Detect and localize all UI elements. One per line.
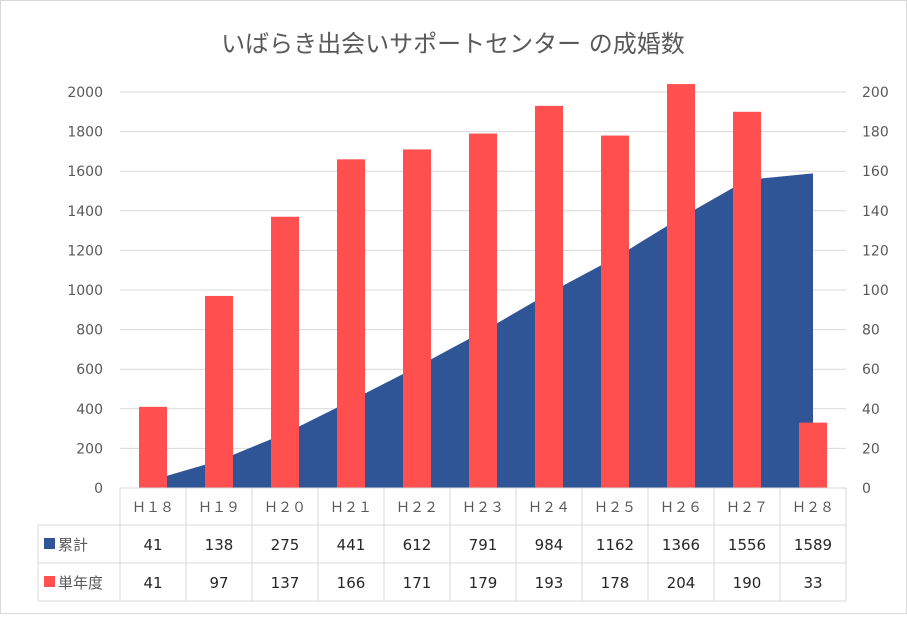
category-label: Ｈ２６ xyxy=(660,500,702,516)
right-axis-tick-label: 200 xyxy=(862,85,889,101)
table-cell: 1556 xyxy=(728,536,766,554)
category-label: Ｈ２５ xyxy=(594,500,636,516)
left-axis-tick-label: 400 xyxy=(76,402,103,418)
annual-bar xyxy=(733,111,761,489)
left-axis-tick-label: 800 xyxy=(76,323,103,339)
right-axis-tick-label: 80 xyxy=(862,323,880,339)
category-label: Ｈ２３ xyxy=(462,500,504,516)
right-axis-tick-label: 20 xyxy=(862,441,880,457)
table-cell: 33 xyxy=(803,574,822,592)
table-cell: 179 xyxy=(469,574,498,592)
category-label: Ｈ１９ xyxy=(198,500,240,516)
category-label: Ｈ１８ xyxy=(132,500,174,516)
legend-swatch xyxy=(44,538,55,549)
left-axis-tick-label: 200 xyxy=(76,441,103,457)
right-axis-tick-label: 160 xyxy=(862,164,889,180)
left-axis-tick-label: 2000 xyxy=(67,85,103,101)
table-cell: 41 xyxy=(143,574,162,592)
annual-bar xyxy=(799,422,827,488)
left-axis-tick-label: 1000 xyxy=(67,283,103,299)
annual-bars xyxy=(139,84,827,489)
table-cell: 612 xyxy=(403,536,432,554)
table-cell: 791 xyxy=(469,536,498,554)
table-cell: 190 xyxy=(733,574,762,592)
left-axis-tick-label: 0 xyxy=(94,481,103,497)
left-axis-tick-label: 1200 xyxy=(67,243,103,259)
category-label: Ｈ２０ xyxy=(264,500,306,516)
table-cell: 171 xyxy=(403,574,432,592)
table-cell: 984 xyxy=(535,536,564,554)
table-cell: 1366 xyxy=(662,536,700,554)
table-cell: 41 xyxy=(143,536,162,554)
table-cell: 441 xyxy=(337,536,366,554)
annual-bar xyxy=(139,406,167,488)
right-axis-tick-label: 40 xyxy=(862,402,880,418)
left-axis-tick-label: 1600 xyxy=(67,164,103,180)
table-cell: 97 xyxy=(209,574,228,592)
table-cell: 1589 xyxy=(794,536,832,554)
left-axis-tick-label: 1400 xyxy=(67,204,103,220)
table-cell: 204 xyxy=(667,574,696,592)
annual-bar xyxy=(337,159,365,488)
right-axis-tick-label: 120 xyxy=(862,243,889,259)
data-table: Ｈ１８ Ｈ１９ Ｈ２０ Ｈ２１ Ｈ２２ Ｈ２３ Ｈ２４ Ｈ２５ Ｈ２６ Ｈ２７ Ｈ２８ 累計 41 138… xyxy=(37,487,847,602)
right-axis-tick-label: 60 xyxy=(862,362,880,378)
table-cell: 137 xyxy=(271,574,300,592)
left-axis: 0 200 400 600 800 1000 1200 1400 1600 1800 2000 xyxy=(67,85,103,497)
right-axis-tick-label: 180 xyxy=(862,125,889,141)
category-label: Ｈ２１ xyxy=(330,500,372,516)
right-axis: 0 20 40 60 80 100 120 140 160 180 200 xyxy=(862,85,889,497)
category-label: Ｈ２８ xyxy=(792,500,834,516)
table-cell: 275 xyxy=(271,536,300,554)
right-axis-tick-label: 140 xyxy=(862,204,889,220)
category-label: Ｈ２７ xyxy=(726,500,768,516)
left-axis-tick-label: 600 xyxy=(76,362,103,378)
right-axis-tick-label: 0 xyxy=(862,481,871,497)
series-name: 単年度 xyxy=(58,574,103,592)
left-axis-tick-label: 1800 xyxy=(67,125,103,141)
cumulative-area-layer xyxy=(153,173,813,489)
right-axis-tick-label: 100 xyxy=(862,283,889,299)
table-cell: 138 xyxy=(205,536,234,554)
table-cell: 193 xyxy=(535,574,564,592)
annual-bar xyxy=(271,216,299,489)
annual-bar xyxy=(535,105,563,489)
table-cell: 1162 xyxy=(596,536,634,554)
cumulative-area xyxy=(153,173,813,489)
category-label: Ｈ２２ xyxy=(396,500,438,516)
annual-bar xyxy=(403,149,431,489)
chart-title: いばらき出会いサポートセンター の成婚数 xyxy=(221,30,685,58)
table-cell: 166 xyxy=(337,574,366,592)
category-label: Ｈ２４ xyxy=(528,500,570,516)
annual-bar xyxy=(667,84,695,488)
series-name: 累計 xyxy=(58,536,88,554)
annual-bar xyxy=(469,133,497,488)
legend-swatch xyxy=(44,576,55,587)
annual-bar xyxy=(205,295,233,488)
annual-bar xyxy=(601,135,629,488)
table-cell: 178 xyxy=(601,574,630,592)
